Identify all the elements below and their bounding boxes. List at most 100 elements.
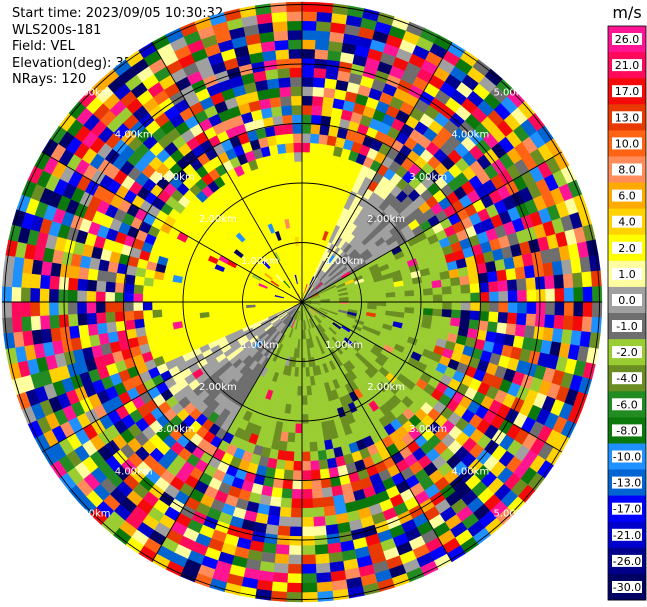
ppi-cell <box>171 314 182 323</box>
colorbar-tick-bg <box>612 241 642 254</box>
ppi-cell <box>265 523 279 536</box>
ppi-cell <box>505 323 517 336</box>
range-label: 1.00km <box>325 256 363 267</box>
ppi-cell <box>307 413 315 424</box>
ppi-cell <box>287 573 303 584</box>
ppi-cell <box>180 313 192 322</box>
colorbar-tick-bg <box>612 424 642 437</box>
ppi-cell <box>270 2 288 14</box>
ppi-cell <box>404 295 415 303</box>
ppi-cell <box>297 226 303 237</box>
ppi-cell <box>286 11 303 22</box>
ppi-cell <box>68 265 81 279</box>
ppi-cell <box>311 488 323 499</box>
ppi-cell <box>289 76 303 87</box>
colorbar-tick-bg <box>612 33 642 45</box>
colorbar-tick-bg <box>612 85 642 98</box>
ppi-cell <box>20 272 32 289</box>
ppi-cell <box>290 507 303 518</box>
ppi-cell <box>488 311 499 323</box>
azimuth-spoke <box>151 41 303 303</box>
ppi-cell <box>58 288 69 303</box>
ppi-cell <box>133 284 144 294</box>
ppi-cell <box>270 105 283 118</box>
colorbar-tick: -30.0 <box>613 581 641 594</box>
ppi-cell <box>301 67 315 78</box>
ppi-cell <box>11 316 23 333</box>
ppi-cell <box>582 301 593 318</box>
ppi-cell <box>301 414 309 425</box>
ppi-cell <box>591 286 603 303</box>
ppi-cell <box>123 283 135 294</box>
ppi-cell <box>449 317 461 328</box>
ppi-cell <box>284 460 294 471</box>
ppi-cell <box>48 288 59 303</box>
range-label: 4.00km <box>115 466 153 477</box>
ppi-cell <box>306 394 314 406</box>
ppi-cell <box>86 301 97 314</box>
nrays-label: NRays: 120 <box>12 72 87 87</box>
range-label: 1.00km <box>241 340 279 351</box>
ppi-cell <box>450 285 462 295</box>
ppi-cell <box>441 309 453 318</box>
ppi-cell <box>179 295 190 303</box>
ppi-cell <box>301 554 316 565</box>
ppi-cell <box>39 274 51 290</box>
ppi-cell <box>449 276 461 287</box>
ppi-cell <box>307 404 315 415</box>
ppi-cell <box>451 293 462 303</box>
ppi-cell <box>301 208 308 218</box>
ppi-cell <box>573 301 584 317</box>
colorbar-tick-bg <box>612 554 642 567</box>
ppi-cell <box>124 319 136 331</box>
ppi-cell <box>161 308 172 317</box>
ppi-cell <box>326 457 338 469</box>
ppi-cell <box>301 395 308 406</box>
ppi-cell <box>323 87 336 99</box>
ppi-cell <box>313 67 327 79</box>
ppi-cell <box>311 105 323 116</box>
ppi-cell <box>58 301 69 316</box>
ppi-cell <box>414 295 425 303</box>
azimuth-spoke <box>301 41 453 303</box>
ppi-cell <box>301 442 311 453</box>
ppi-cell <box>497 312 509 324</box>
ppi-cell <box>506 312 518 325</box>
ppi-cell <box>432 301 443 310</box>
ppi-cell <box>285 450 295 462</box>
ppi-cell <box>301 76 315 87</box>
ppi-cell <box>288 554 303 565</box>
ppi-cell <box>305 367 311 378</box>
ppi-cell <box>30 315 42 331</box>
ppi-cell <box>301 563 317 575</box>
ppi-cell <box>525 313 537 327</box>
colorbar-unit: m/s <box>612 3 641 22</box>
ppi-cell <box>142 301 153 311</box>
ppi-cell <box>294 161 303 172</box>
ppi-cell <box>281 105 293 116</box>
ppi-cell <box>404 289 415 297</box>
instrument-label: WLS200s-181 <box>12 22 102 38</box>
ppi-cell <box>273 468 285 480</box>
ppi-cell <box>77 278 88 291</box>
ppi-cell <box>290 95 303 106</box>
ppi-cell <box>289 189 297 200</box>
ppi-cell <box>291 114 303 125</box>
ppi-cell <box>29 301 41 317</box>
ppi-cell <box>526 289 537 303</box>
colorbar-tick-bg <box>612 320 642 332</box>
ppi-cell <box>144 325 156 336</box>
ppi-cell <box>48 301 59 316</box>
ppi-cell <box>277 67 291 79</box>
ppi-cell <box>30 273 42 289</box>
ppi-cell <box>270 486 283 499</box>
ppi-cell <box>324 514 338 527</box>
ppi-cell <box>133 301 144 312</box>
ppi-cell <box>301 367 307 378</box>
ppi-cell <box>498 301 509 314</box>
ppi-cell <box>289 526 303 537</box>
ppi-cell <box>442 301 453 311</box>
ppi-cell <box>254 588 272 601</box>
ppi-cell <box>295 189 303 200</box>
ppi-cell <box>312 86 325 98</box>
